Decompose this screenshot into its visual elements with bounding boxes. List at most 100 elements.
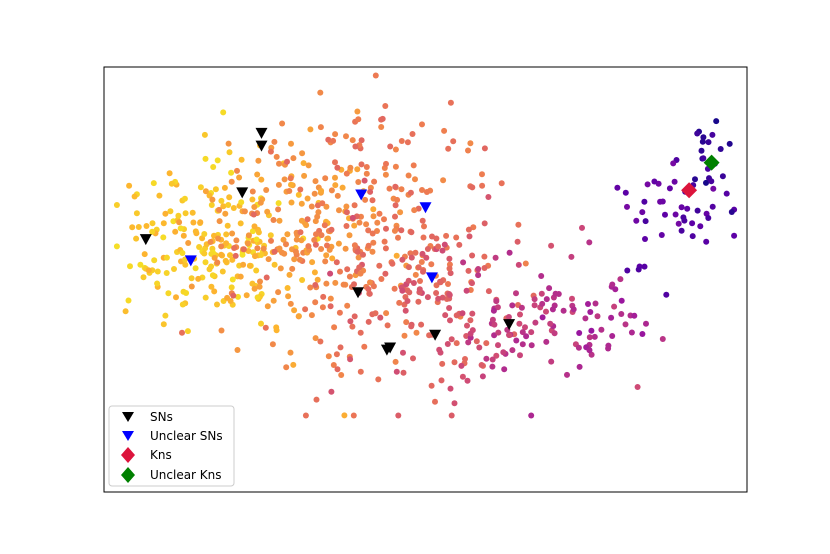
scatter-point xyxy=(532,319,539,326)
scatter-point xyxy=(662,211,668,218)
scatter-point xyxy=(377,314,384,321)
scatter-point xyxy=(383,160,389,167)
scatter-point xyxy=(418,321,425,328)
scatter-point xyxy=(382,171,389,178)
scatter-point xyxy=(467,334,474,341)
scatter-point xyxy=(391,227,398,234)
scatter-point xyxy=(229,230,236,237)
scatter-point xyxy=(162,210,169,217)
scatter-point xyxy=(258,252,265,258)
scatter-point xyxy=(297,229,304,236)
scatter-point xyxy=(485,288,492,295)
scatter-point xyxy=(332,159,338,166)
scatter-point xyxy=(201,250,208,257)
scatter-point xyxy=(301,172,308,179)
scatter-point xyxy=(391,285,398,292)
scatter-point xyxy=(318,246,325,252)
scatter-point xyxy=(276,160,282,167)
scatter-point xyxy=(343,209,350,216)
scatter-point xyxy=(622,189,629,196)
scatter-point xyxy=(394,196,401,203)
scatter-point xyxy=(215,235,222,242)
scatter-point xyxy=(366,290,373,297)
scatter-point xyxy=(643,320,649,327)
scatter-point xyxy=(225,202,232,208)
scatter-point xyxy=(202,188,209,195)
scatter-point xyxy=(483,340,490,347)
scatter-point xyxy=(281,250,288,257)
scatter-point xyxy=(467,330,474,337)
scatter-point xyxy=(375,376,382,383)
scatter-point xyxy=(276,245,283,252)
scatter-point xyxy=(651,178,658,185)
scatter-point xyxy=(450,138,457,145)
scatter-point xyxy=(352,143,359,150)
scatter-point xyxy=(240,246,247,253)
scatter-point xyxy=(505,314,512,320)
scatter-point xyxy=(263,187,270,193)
scatter-point xyxy=(498,180,505,187)
scatter-point xyxy=(374,219,381,226)
scatter-point xyxy=(347,164,354,171)
triangle-marker xyxy=(503,319,516,331)
triangle-marker xyxy=(139,234,152,246)
scatter-point xyxy=(325,136,332,143)
scatter-point xyxy=(172,228,179,235)
scatter-point xyxy=(206,266,213,273)
scatter-point xyxy=(229,256,236,263)
scatter-point xyxy=(465,339,472,346)
scatter-point xyxy=(312,299,319,306)
scatter-point xyxy=(576,363,583,370)
triangle-marker xyxy=(236,187,249,199)
scatter-point xyxy=(182,261,189,268)
scatter-point xyxy=(184,328,191,335)
scatter-point xyxy=(675,220,682,227)
scatter-point xyxy=(283,364,290,371)
scatter-point xyxy=(318,187,325,194)
scatter-point xyxy=(464,322,470,329)
scatter-point xyxy=(265,256,272,263)
scatter-point xyxy=(320,293,327,300)
scatter-point xyxy=(287,300,294,307)
scatter-point xyxy=(314,276,321,283)
scatter-point xyxy=(451,359,458,366)
scatter-point xyxy=(322,258,329,265)
scatter-point xyxy=(190,219,197,226)
scatter-point xyxy=(311,269,318,276)
scatter-point xyxy=(405,277,412,284)
scatter-point xyxy=(382,270,389,277)
scatter-point xyxy=(349,214,356,221)
scatter-point xyxy=(182,210,189,217)
scatter-point xyxy=(351,313,358,320)
scatter-point xyxy=(392,358,399,365)
scatter-point xyxy=(304,216,311,223)
scatter-point xyxy=(347,356,354,363)
scatter-point xyxy=(271,248,278,255)
scatter-point xyxy=(329,255,336,262)
scatter-point xyxy=(288,199,295,206)
scatter-point xyxy=(469,280,475,287)
scatter-point xyxy=(273,153,280,160)
scatter-point xyxy=(453,340,460,347)
scatter-point xyxy=(659,198,666,205)
scatter-point xyxy=(684,205,691,212)
scatter-point xyxy=(254,245,261,252)
scatter-point xyxy=(208,202,215,208)
scatter-point xyxy=(494,304,501,311)
scatter-point xyxy=(229,276,236,283)
scatter-point xyxy=(528,412,535,419)
scatter-point xyxy=(227,252,233,259)
scatter-point xyxy=(209,196,216,203)
scatter-point xyxy=(700,134,707,141)
scatter-point xyxy=(201,131,208,138)
scatter-point xyxy=(515,221,522,228)
scatter-point xyxy=(165,290,172,297)
scatter-point xyxy=(226,194,233,201)
scatter-point xyxy=(387,143,394,150)
scatter-point xyxy=(509,347,516,354)
scatter-point xyxy=(481,145,488,152)
scatter-point xyxy=(249,188,256,195)
scatter-point xyxy=(305,243,312,250)
scatter-point xyxy=(253,236,260,243)
scatter-point xyxy=(288,181,294,188)
